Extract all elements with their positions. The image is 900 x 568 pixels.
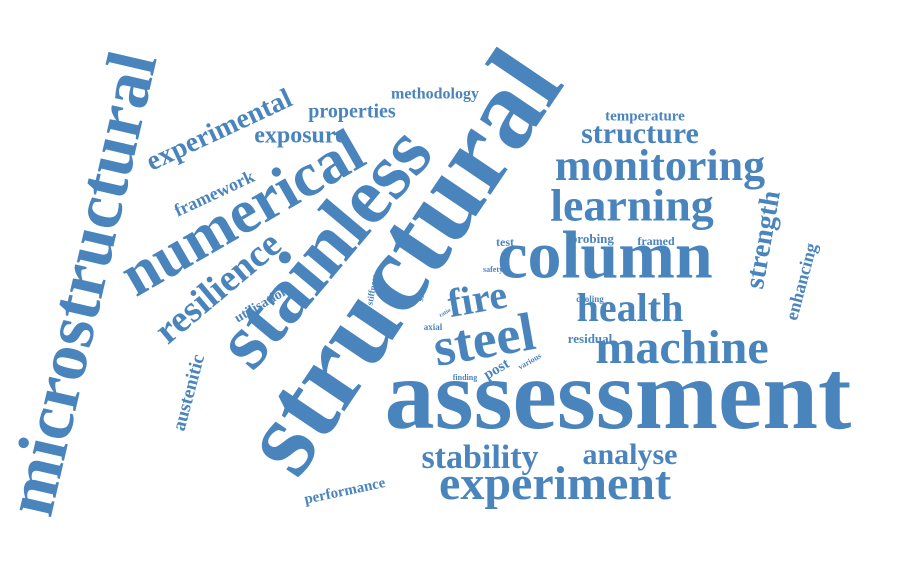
word: site [415, 288, 427, 303]
word: test [496, 235, 514, 249]
word: axial [424, 322, 443, 332]
word: strength [739, 188, 787, 291]
word: machine [595, 321, 768, 374]
word: properties [308, 101, 396, 123]
word: finding [453, 373, 477, 382]
word: residual [568, 331, 613, 346]
word: analyse [582, 438, 677, 471]
word: stability [421, 439, 538, 476]
word: exposure [254, 123, 346, 149]
word: methodology [391, 86, 479, 103]
word: assessment [385, 339, 852, 450]
word: fire [444, 271, 510, 326]
word: experiment [439, 457, 671, 510]
word: cooling [576, 294, 604, 304]
word: austenitic [169, 352, 210, 433]
word: temperature [605, 108, 685, 124]
word: column [497, 217, 712, 293]
word: monitoring [555, 141, 765, 190]
word: enhancing [781, 241, 821, 323]
word: health [577, 285, 684, 330]
word: safety [483, 265, 503, 274]
word: probing [570, 231, 614, 246]
word: structure [581, 117, 699, 150]
word: ratio [438, 308, 452, 319]
word: framed [637, 234, 675, 248]
word: learning [550, 180, 714, 231]
